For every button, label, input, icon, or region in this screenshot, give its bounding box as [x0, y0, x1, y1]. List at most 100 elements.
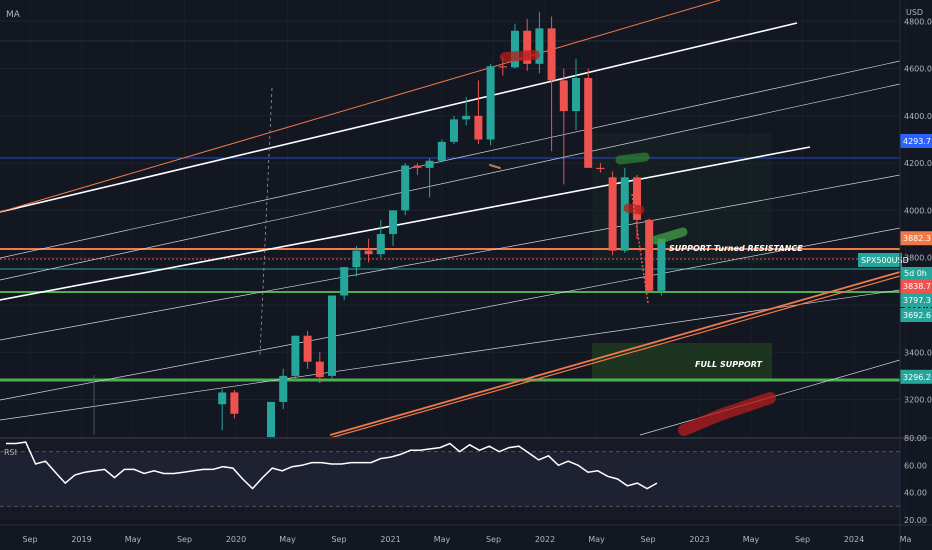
green-highlight-1 — [615, 152, 650, 165]
price-tag: 3692.6 — [900, 308, 932, 322]
resistance-annotation: SUPPORT Turned RESISTANCE — [669, 244, 803, 253]
price-tag-sub-bg — [900, 267, 932, 279]
channel-thin-1 — [0, 60, 901, 259]
support-annotation: FULL SUPPORT — [695, 360, 763, 369]
price-tick-label: 4800.0 — [904, 17, 932, 26]
candle-body — [230, 392, 239, 414]
price-tag-label: 4293.7 — [903, 137, 931, 146]
candle-body — [535, 28, 544, 64]
price-tag: 4293.7 — [900, 133, 932, 148]
price-tag-bg — [900, 308, 932, 322]
price-tag-label: 3882.3 — [903, 234, 931, 243]
candle-body — [291, 335, 300, 376]
price-tag-bg — [900, 133, 932, 148]
candle-body — [425, 160, 434, 168]
candle-body — [620, 177, 629, 251]
time-tick-label: Ma — [900, 535, 912, 544]
price-tag: 3797.3 — [900, 293, 932, 307]
rsi-pane: 80.00 60.00 40.00 20.00 — [0, 434, 932, 525]
time-tick-label: May — [125, 535, 142, 544]
price-tag: 3838.7 — [900, 279, 932, 293]
rsi-line — [6, 441, 658, 490]
channel-thin-5 — [0, 289, 901, 421]
time-tick-label: 2021 — [380, 535, 400, 544]
candle-body — [645, 219, 654, 291]
time-tick-label: Sep — [795, 535, 810, 544]
candle-body — [352, 250, 361, 268]
price-tag-bg — [900, 293, 932, 307]
candle-body — [462, 115, 471, 120]
candle-body — [657, 238, 666, 291]
candle-body — [389, 210, 397, 235]
candle-body — [523, 30, 532, 64]
price-tag-label: 3797.3 — [903, 296, 931, 305]
rsi-tick-label: 20.00 — [904, 516, 927, 525]
candle-body — [572, 78, 580, 112]
candle-body — [376, 234, 385, 255]
time-tick-label: Sep — [640, 535, 655, 544]
time-tick-label: Sep — [22, 535, 37, 544]
candle-body — [596, 167, 605, 170]
price-tag-label: SPX500USD — [861, 256, 909, 265]
candle-body — [511, 30, 519, 68]
indicator-label[interactable]: MA — [6, 10, 21, 20]
price-tag-label: 3838.7 — [903, 282, 931, 291]
time-tick-label: 2023 — [689, 535, 709, 544]
candle-body — [547, 28, 556, 81]
price-tags: 4293.7 3882.3 SPX500USD 5d 0h 3838.7 3797.3 36… — [858, 133, 932, 384]
time-tick-label: Sep — [486, 535, 501, 544]
dashed-vertical — [259, 87, 273, 356]
price-tick-label: 3400.0 — [904, 348, 932, 357]
time-tick-label: 2022 — [535, 535, 555, 544]
price-tag: 3296.2 — [900, 369, 932, 384]
currency-label: USD — [906, 8, 923, 17]
price-tag-bg — [900, 279, 932, 293]
candle-body — [584, 78, 593, 168]
time-tick-label: May — [743, 535, 760, 544]
highlight-marks — [489, 50, 776, 436]
orange-upper — [0, 0, 721, 213]
candle-body — [401, 165, 410, 211]
orange-lower-1 — [329, 271, 901, 436]
candle-body — [437, 141, 446, 161]
candle-body — [486, 66, 495, 140]
price-tick-label: 3200.0 — [904, 396, 932, 405]
time-tick-label: May — [434, 535, 451, 544]
price-tick-label: 4200.0 — [904, 159, 932, 168]
time-tick-label: 2019 — [71, 535, 91, 544]
price-tick-label: 4400.0 — [904, 112, 932, 121]
chart-header: MA USD — [6, 8, 923, 20]
time-tick-label: May — [279, 535, 296, 544]
time-tick-label: Sep — [331, 535, 346, 544]
green-highlight-2 — [651, 227, 688, 245]
rsi-tick-label: 40.00 — [904, 489, 927, 498]
price-tag-label: 3296.2 — [903, 373, 931, 382]
price-tag-bg — [900, 369, 932, 384]
rsi-band — [0, 451, 900, 507]
price-tag: 3882.3 — [900, 231, 932, 246]
candle-body — [279, 375, 288, 402]
candle-body — [218, 392, 227, 405]
price-tag: SPX500USD 5d 0h — [858, 253, 932, 279]
price-tag-label: 3692.6 — [903, 311, 931, 320]
candle-body — [328, 295, 336, 376]
channel-mid — [0, 146, 811, 301]
candle-body — [267, 401, 275, 440]
candle-body — [633, 177, 641, 220]
candle-body — [364, 250, 373, 255]
price-tag-bg — [900, 231, 932, 246]
price-tag-bg — [858, 253, 902, 267]
candle-body — [608, 177, 617, 251]
rsi-label: RSI — [4, 448, 17, 457]
channel-thin-2 — [0, 83, 901, 281]
candle-body — [450, 119, 458, 142]
red-swoosh — [678, 392, 776, 436]
price-tag-sub: 5d 0h — [904, 269, 927, 278]
red-highlight — [623, 203, 645, 215]
time-tick-label: May — [588, 535, 605, 544]
candle-body — [315, 361, 324, 378]
orange-lower-2 — [329, 275, 901, 439]
rsi-tick-label: 80.00 — [904, 434, 927, 443]
